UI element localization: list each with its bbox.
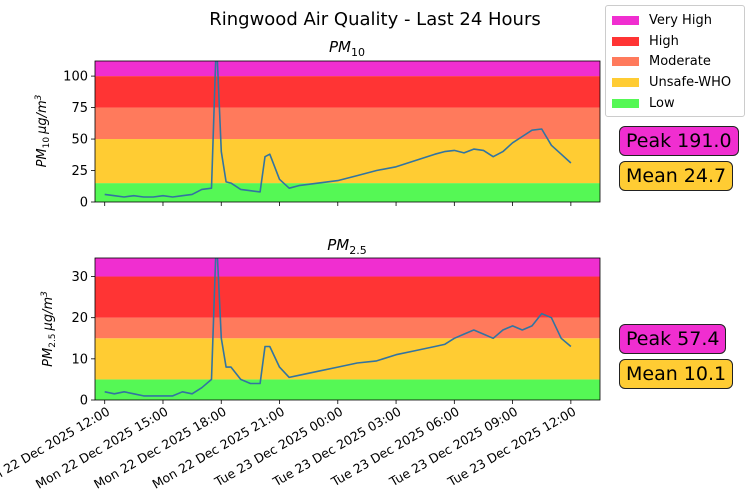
band-high <box>95 76 600 108</box>
pm25-peak-badge: Peak 57.4 <box>619 324 727 354</box>
legend-item-3: Unsafe-WHO <box>612 72 744 93</box>
series-line <box>104 258 572 397</box>
pm10-ylabel-unit: μg/m <box>35 100 50 135</box>
pm10-title-main: PM <box>329 38 351 56</box>
legend-swatch <box>612 78 639 88</box>
legend-swatch <box>612 99 639 109</box>
pm10-bands <box>95 61 600 202</box>
pm25-ylabel-sup: 3 <box>40 291 50 297</box>
pm25-line-layer <box>94 257 601 401</box>
band-low <box>95 183 600 202</box>
legend-label: Low <box>649 96 675 112</box>
y-tick-label: 100 <box>63 70 88 85</box>
legend-item-2: Moderate <box>612 52 744 73</box>
band-unsafe-who <box>95 338 600 380</box>
legend: Very High High Moderate Unsafe-WHO Low <box>605 5 745 117</box>
band-moderate <box>95 107 600 140</box>
figure-title: Ringwood Air Quality - Last 24 Hours <box>209 9 541 30</box>
y-tick-label: 0 <box>80 196 88 211</box>
legend-item-0: Very High <box>612 10 744 31</box>
pm25-y-axis: 0 10 20 30 <box>71 270 95 409</box>
pm25-ylabel-sub: 2.5 <box>48 333 58 347</box>
pm10-ylabel-sub: 10 <box>42 137 52 149</box>
pm25-title-sub: 2.5 <box>349 244 367 257</box>
legend-label: Unsafe-WHO <box>649 75 732 91</box>
legend-swatch <box>612 15 639 25</box>
pm25-title-main: PM <box>327 236 349 254</box>
pm25-mean-badge: Mean 10.1 <box>619 359 734 389</box>
band-low <box>95 379 600 400</box>
legend-swatch <box>612 36 639 46</box>
pm10-title-sub: 10 <box>351 46 365 59</box>
y-tick-label: 0 <box>80 394 88 409</box>
legend-swatch <box>612 57 639 67</box>
y-tick-label: 50 <box>71 133 88 148</box>
pm10-ylabel-sup: 3 <box>34 94 44 100</box>
plot-frame <box>94 60 601 203</box>
y-tick-label: 30 <box>71 270 88 285</box>
band-high <box>95 276 600 318</box>
band-very-high <box>95 258 600 277</box>
band-moderate <box>95 317 600 339</box>
legend-label: Very High <box>649 12 712 28</box>
band-very-high <box>95 61 600 77</box>
pm25-panel-title: PM2.5 <box>327 236 367 257</box>
y-tick-label: 20 <box>71 311 88 326</box>
legend-label: Moderate <box>649 54 711 70</box>
pm10-peak-badge: Peak 191.0 <box>619 126 739 156</box>
y-tick-label: 25 <box>71 164 88 179</box>
y-tick-label: 10 <box>71 352 88 367</box>
pm10-ylabel-main: PM <box>35 148 50 167</box>
pm25-ylabel-main: PM <box>41 348 56 367</box>
plot-frame <box>94 257 601 401</box>
pm10-mean-badge: Mean 24.7 <box>619 161 734 191</box>
legend-item-1: High <box>612 31 744 52</box>
band-unsafe-who <box>95 139 600 184</box>
pm10-y-axis: 0 25 50 75 100 <box>63 70 95 211</box>
legend-label: High <box>649 33 679 49</box>
pm25-ylabel-unit: μg/m <box>41 297 56 332</box>
legend-item-4: Low <box>612 93 744 114</box>
series-line <box>104 61 572 198</box>
pm10-x-axis <box>104 202 572 206</box>
pm10-line-layer <box>94 60 601 203</box>
pm10-y-label: PM10 μg/m3 <box>34 94 52 167</box>
pm10-panel-title: PM10 <box>329 38 365 59</box>
y-tick-label: 75 <box>71 101 88 116</box>
pm25-y-label: PM2.5μg/m3 <box>40 291 58 367</box>
